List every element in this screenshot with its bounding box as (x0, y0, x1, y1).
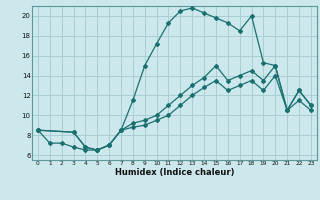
X-axis label: Humidex (Indice chaleur): Humidex (Indice chaleur) (115, 168, 234, 177)
